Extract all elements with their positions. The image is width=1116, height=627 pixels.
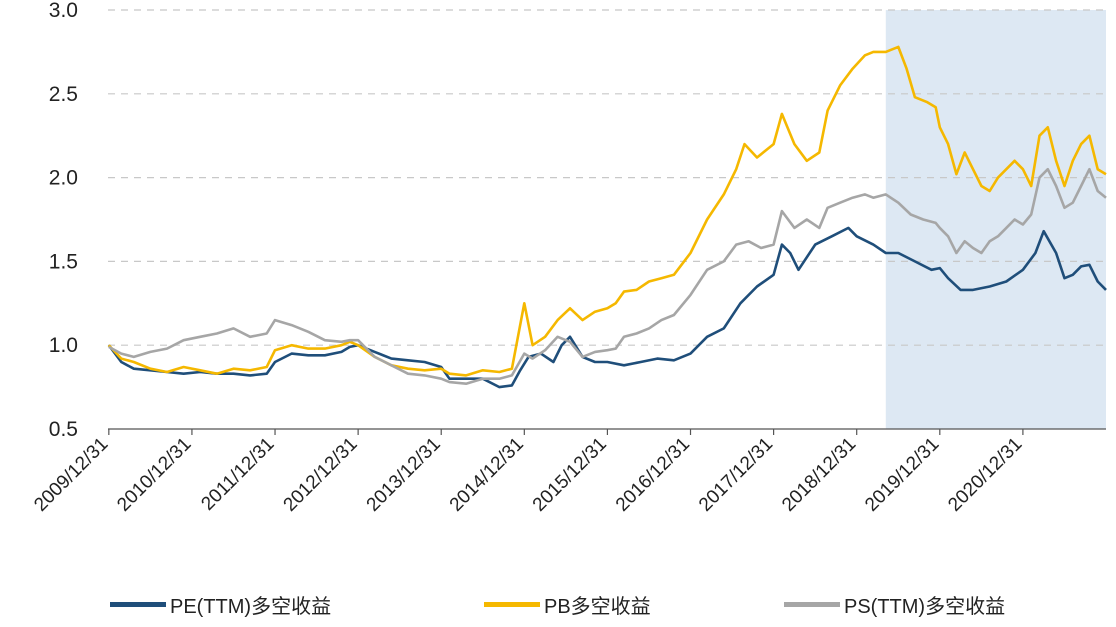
y-tick-label: 3.0 — [49, 0, 78, 22]
chart-legend: PE(TTM)多空收益 PB多空收益 PS(TTM)多空收益 — [0, 586, 1116, 622]
x-tick-label: 2011/12/31 — [197, 434, 278, 515]
y-tick-label: 0.5 — [49, 418, 78, 441]
series-line-2 — [108, 167, 1107, 385]
x-tick-label: 2017/12/31 — [695, 434, 777, 516]
y-tick-label: 1.0 — [49, 334, 78, 357]
legend-label-pb: PB多空收益 — [544, 595, 651, 618]
x-tick-label: 2019/12/31 — [861, 434, 943, 516]
shaded-region — [885, 10, 1106, 429]
legend-item-pb: PB多空收益 — [484, 586, 651, 622]
legend-label-ps: PS(TTM)多空收益 — [844, 595, 1006, 618]
x-tick-label: 2018/12/31 — [778, 434, 860, 516]
legend-item-ps: PS(TTM)多空收益 — [784, 586, 1005, 622]
series-line-1 — [107, 45, 1107, 377]
y-tick-label: 2.5 — [49, 83, 78, 106]
legend-item-pe: PE(TTM)多空收益 — [110, 586, 331, 622]
x-tick-label: 2013/12/31 — [363, 434, 445, 516]
y-tick-label: 1.5 — [49, 250, 78, 273]
x-tick-label: 2010/12/31 — [113, 434, 195, 516]
y-tick-label: 2.0 — [49, 167, 78, 190]
legend-swatch-ps — [784, 601, 840, 607]
legend-swatch-pb — [484, 601, 540, 607]
series-line-0 — [107, 226, 1107, 389]
x-tick-label: 2012/12/31 — [280, 434, 362, 516]
x-tick-label: 2020/12/31 — [944, 434, 1026, 516]
legend-swatch-pe — [110, 601, 166, 607]
x-tick-label: 2009/12/31 — [30, 434, 112, 516]
x-tick-label: 2014/12/31 — [446, 434, 528, 516]
x-tick-label: 2016/12/31 — [612, 434, 694, 516]
x-tick-label: 2015/12/31 — [529, 434, 611, 516]
legend-label-pe: PE(TTM)多空收益 — [170, 595, 332, 618]
